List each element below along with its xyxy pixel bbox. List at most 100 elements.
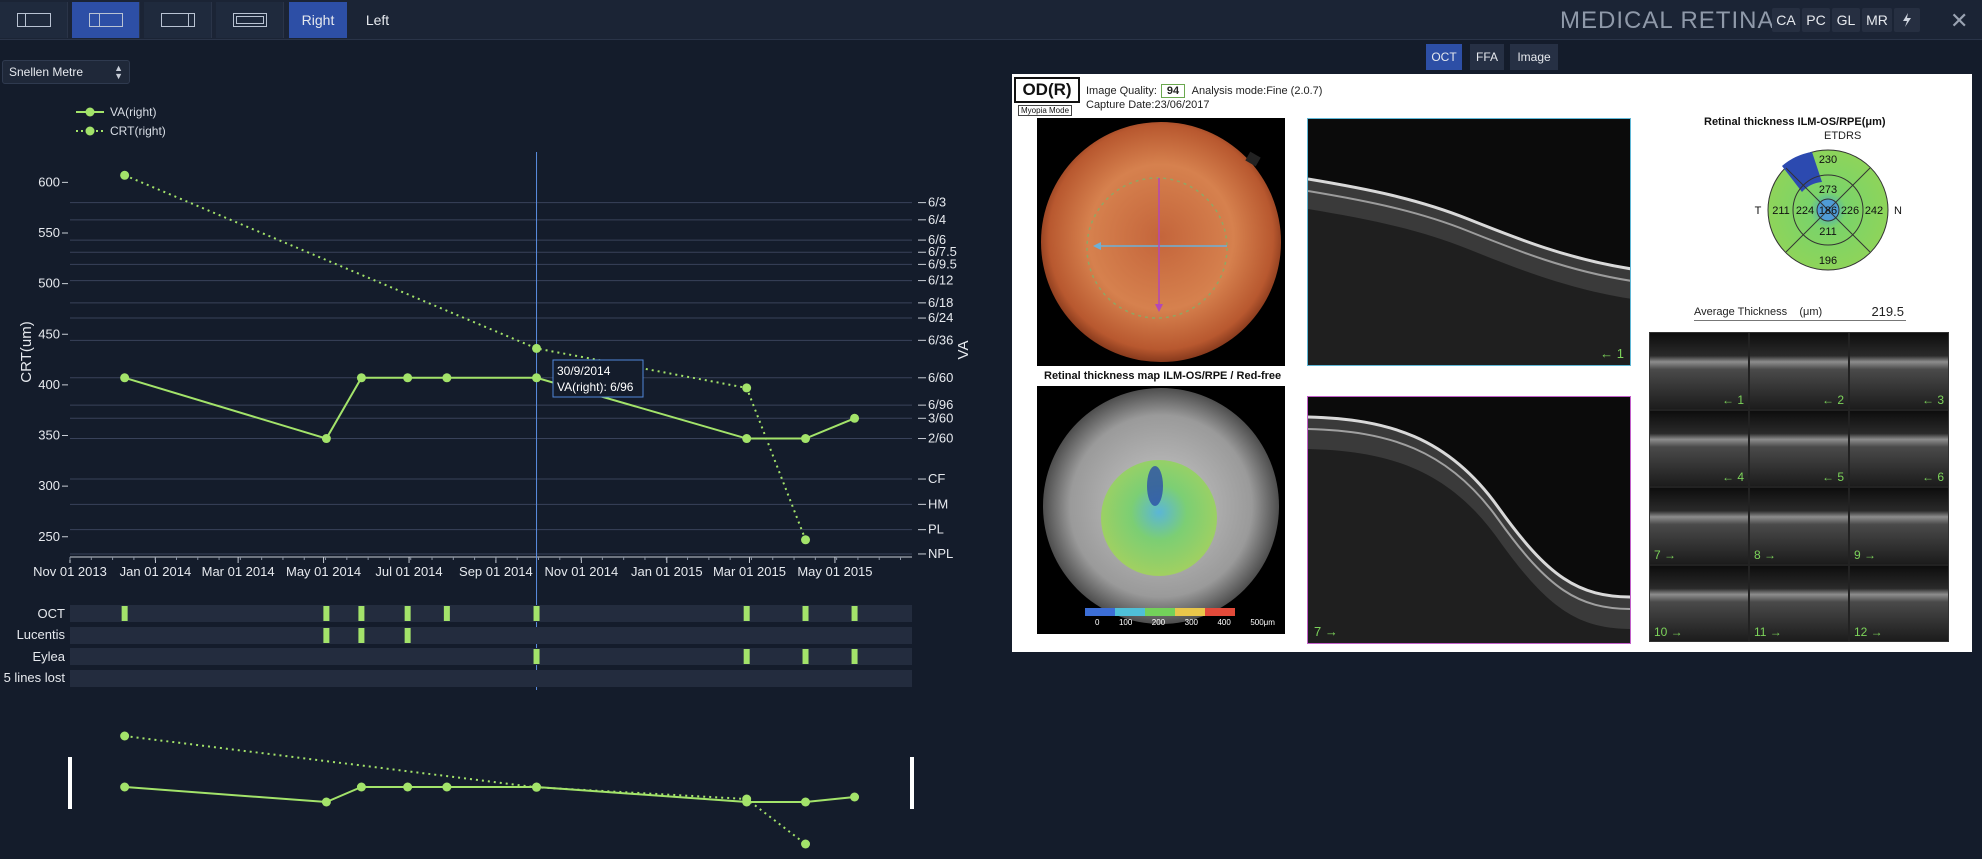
top-toolbar: Right Left MEDICAL RETINA CA PC GL MR ✕ bbox=[0, 0, 1982, 40]
timeline-event-marker[interactable] bbox=[802, 649, 809, 664]
lightning-button[interactable] bbox=[1894, 8, 1920, 32]
fundus-image[interactable] bbox=[1037, 118, 1285, 366]
scan-thumbnail[interactable]: 10 → bbox=[1650, 565, 1748, 641]
layout-icon bbox=[16, 13, 51, 27]
etdrs-label: ETDRS bbox=[1824, 130, 1862, 142]
crt-data-point[interactable] bbox=[801, 535, 811, 545]
scan-thumbnail[interactable]: ← 6 bbox=[1850, 410, 1948, 486]
scan-thumbnail[interactable]: 12 → bbox=[1850, 565, 1948, 641]
layout-wide-right-button[interactable] bbox=[144, 2, 212, 38]
layout-split-button[interactable] bbox=[72, 2, 140, 38]
timeline-event-marker[interactable] bbox=[851, 649, 858, 664]
thickness-map-image[interactable]: 0 100 200 300 400 500μm bbox=[1037, 386, 1285, 634]
x-tick-label: Mar 01 2014 bbox=[202, 564, 275, 579]
scan-thumbnail[interactable]: ← 4 bbox=[1650, 410, 1748, 486]
va-data-point[interactable] bbox=[532, 373, 542, 383]
app-title: MEDICAL RETINA bbox=[1560, 7, 1775, 34]
eye-right-button[interactable]: Right bbox=[289, 2, 347, 38]
timeline-event-marker[interactable] bbox=[358, 606, 365, 621]
thumb-label: 9 → bbox=[1854, 547, 1877, 562]
timeline-event-marker[interactable] bbox=[404, 628, 411, 643]
etdrs-title: Retinal thickness ILM-OS/RPE(μm) bbox=[1704, 116, 1886, 128]
timeline-event-marker[interactable] bbox=[851, 606, 858, 621]
range-handle-right[interactable] bbox=[910, 757, 914, 809]
y-tick-label: 550 bbox=[38, 225, 60, 240]
tab-image[interactable]: Image bbox=[1510, 44, 1558, 70]
va-data-point[interactable] bbox=[742, 434, 752, 444]
scan-thumbnail[interactable]: 11 → bbox=[1750, 565, 1848, 641]
timeline-event-marker[interactable] bbox=[323, 628, 330, 643]
etdrs-nasal-inner: 226 bbox=[1841, 205, 1859, 217]
va-data-point[interactable] bbox=[801, 434, 811, 444]
chart-legend: VA(right) CRT(right) bbox=[76, 105, 166, 138]
scale-tick: 100 bbox=[1118, 618, 1133, 627]
y-tick-label: 500 bbox=[38, 276, 60, 291]
crt-series-line bbox=[124, 174, 807, 541]
va-data-point[interactable] bbox=[321, 434, 331, 444]
y-tick-label: 250 bbox=[38, 529, 60, 544]
thumb-label: 11 → bbox=[1754, 625, 1782, 639]
va-crt-chart: VA(right) CRT(right) 250 300 350 400 450 500 5… bbox=[4, 105, 972, 849]
oct-bscan-image bbox=[1308, 415, 1630, 643]
mode-gl-button[interactable]: GL bbox=[1832, 8, 1860, 32]
legend-va-marker bbox=[85, 107, 95, 117]
layout-icon bbox=[88, 13, 123, 27]
va-data-point[interactable] bbox=[850, 413, 860, 423]
mode-pc-button[interactable]: PC bbox=[1802, 8, 1830, 32]
timeline-event-marker[interactable] bbox=[443, 606, 450, 621]
overview-data-point bbox=[356, 782, 366, 792]
timeline-event-marker[interactable] bbox=[533, 649, 540, 664]
scan-thumbnail[interactable]: 9 → bbox=[1850, 488, 1948, 564]
tab-ffa[interactable]: FFA bbox=[1470, 44, 1504, 70]
thickness-map bbox=[1043, 388, 1279, 624]
oct-bscan-vertical[interactable]: 7 → bbox=[1307, 396, 1631, 644]
timeline-row bbox=[70, 670, 912, 687]
y-tick-label: 400 bbox=[38, 377, 60, 392]
layout-single-left-button[interactable] bbox=[0, 2, 68, 38]
close-icon[interactable]: ✕ bbox=[1950, 8, 1969, 33]
layout-full-button[interactable] bbox=[216, 2, 284, 38]
va-tick-label: 6/12 bbox=[928, 273, 953, 288]
tab-oct[interactable]: OCT bbox=[1426, 44, 1462, 70]
scan-thumbnail[interactable]: 8 → bbox=[1750, 488, 1848, 564]
timeline-event-marker[interactable] bbox=[743, 606, 750, 621]
oct-bscan-horizontal[interactable]: ← 1 bbox=[1307, 118, 1631, 366]
va-tick-label: PL bbox=[928, 522, 944, 537]
timeline-event-marker[interactable] bbox=[121, 606, 128, 621]
scan-thumbnail[interactable]: ← 2 bbox=[1750, 333, 1848, 409]
scan-thumbnail[interactable]: ← 1 bbox=[1650, 333, 1748, 409]
crt-data-point[interactable] bbox=[120, 170, 130, 180]
overview-data-point bbox=[801, 839, 811, 849]
scan-thumbnail[interactable]: ← 3 bbox=[1850, 333, 1948, 409]
scan-thumbnail[interactable]: ← 5 bbox=[1750, 410, 1848, 486]
timeline-event-marker[interactable] bbox=[358, 628, 365, 643]
timeline-event-marker[interactable] bbox=[743, 649, 750, 664]
overview-data-point bbox=[801, 797, 811, 807]
mode-ca-button[interactable]: CA bbox=[1772, 8, 1800, 32]
crt-data-point[interactable] bbox=[742, 383, 752, 393]
va-data-point[interactable] bbox=[120, 373, 130, 383]
eye-left-button[interactable]: Left bbox=[365, 12, 390, 28]
va-data-point[interactable] bbox=[356, 373, 366, 383]
etdrs-temp-outer: 211 bbox=[1772, 205, 1790, 217]
range-handle-left[interactable] bbox=[68, 757, 72, 809]
va-data-point[interactable] bbox=[403, 373, 413, 383]
va-scale-select[interactable]: Snellen Metre ▲ ▼ bbox=[2, 60, 130, 84]
crt-data-point[interactable] bbox=[532, 343, 542, 353]
range-overview[interactable] bbox=[68, 731, 914, 849]
overview-data-point bbox=[532, 782, 542, 792]
mode-mr-button[interactable]: MR bbox=[1862, 8, 1892, 32]
va-tick-label: CF bbox=[928, 471, 945, 486]
overview-data-point bbox=[742, 794, 752, 804]
timeline-row bbox=[70, 627, 912, 644]
date-axis: Nov 01 2013 Jan 01 2014 Mar 01 2014 May 01 … bbox=[33, 556, 912, 579]
timeline-event-marker[interactable] bbox=[323, 606, 330, 621]
timeline-event-marker[interactable] bbox=[404, 606, 411, 621]
timeline-event-marker[interactable] bbox=[802, 606, 809, 621]
va-data-point[interactable] bbox=[442, 373, 452, 383]
scan-thumbnail[interactable]: 7 → bbox=[1650, 488, 1748, 564]
va-tick-label: 3/60 bbox=[928, 410, 953, 425]
va-tick-label: 6/60 bbox=[928, 370, 953, 385]
thickness-map-title: Retinal thickness map ILM-OS/RPE / Red-f… bbox=[1044, 370, 1282, 382]
timeline-event-marker[interactable] bbox=[533, 606, 540, 621]
